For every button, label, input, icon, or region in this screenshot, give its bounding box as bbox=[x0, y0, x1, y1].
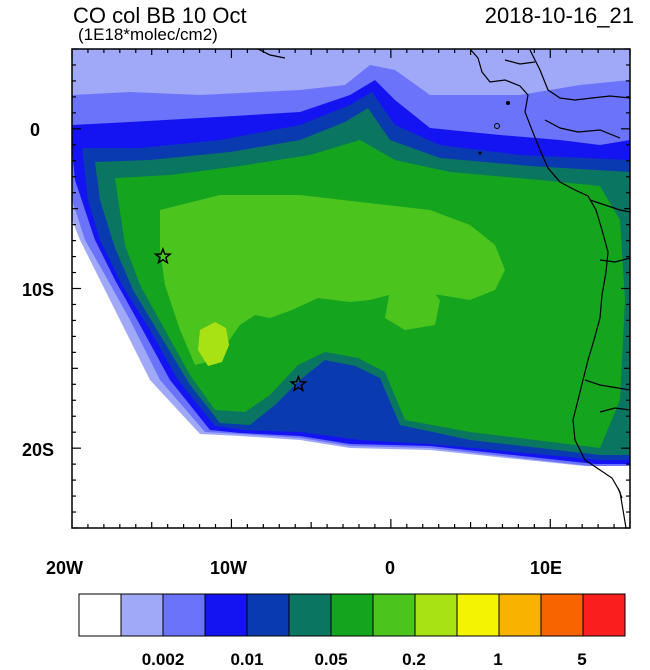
y-tick-label-0: 0 bbox=[30, 120, 41, 140]
colorbar-label-0: 0.002 bbox=[141, 650, 185, 669]
map-date: 2018-10-16_21 bbox=[484, 3, 634, 28]
co-concentration-field bbox=[72, 49, 630, 528]
colorbar-swatch bbox=[246, 593, 290, 637]
colorbar-swatch bbox=[456, 593, 500, 637]
colorbar-swatch bbox=[288, 593, 332, 637]
axis-ticks bbox=[71, 48, 631, 529]
star-marker-south bbox=[289, 374, 308, 393]
colorbar-swatch bbox=[204, 593, 248, 637]
marker-layer bbox=[153, 247, 308, 393]
colorbar-label-4: 1 bbox=[493, 650, 503, 669]
colorbar-swatch bbox=[78, 593, 122, 637]
x-tick-label-20w: 20W bbox=[46, 558, 84, 578]
colorbar-swatch bbox=[162, 593, 206, 637]
colorbar-label-5: 5 bbox=[577, 650, 587, 669]
contour-level-8 bbox=[198, 322, 229, 366]
star-marker-north bbox=[153, 247, 172, 265]
colorbar-swatch bbox=[120, 593, 164, 637]
y-tick-label-20s: 20S bbox=[22, 440, 55, 460]
x-tick-label-10e: 10E bbox=[530, 558, 563, 578]
contour-level-7 bbox=[160, 195, 505, 365]
colorbar-label-3: 0.2 bbox=[402, 650, 426, 669]
map-title: CO col BB 10 Oct bbox=[73, 3, 247, 28]
coastline bbox=[257, 49, 630, 528]
colorbar-label-2: 0.05 bbox=[314, 650, 348, 669]
colorbar-swatch bbox=[582, 593, 626, 637]
colorbar-swatch bbox=[540, 593, 584, 637]
x-tick-label-10w: 10W bbox=[210, 558, 248, 578]
colorbar bbox=[78, 593, 626, 637]
colorbar-label-1: 0.01 bbox=[230, 650, 264, 669]
x-tick-label-0: 0 bbox=[385, 558, 396, 578]
colorbar-swatch bbox=[330, 593, 374, 637]
y-tick-label-10s: 10S bbox=[22, 280, 55, 300]
colorbar-swatch bbox=[414, 593, 458, 637]
contour-level-7-east bbox=[385, 288, 440, 330]
map-units: (1E18*molec/cm2) bbox=[78, 25, 218, 44]
colorbar-swatch bbox=[498, 593, 542, 637]
colorbar-swatch bbox=[372, 593, 416, 637]
